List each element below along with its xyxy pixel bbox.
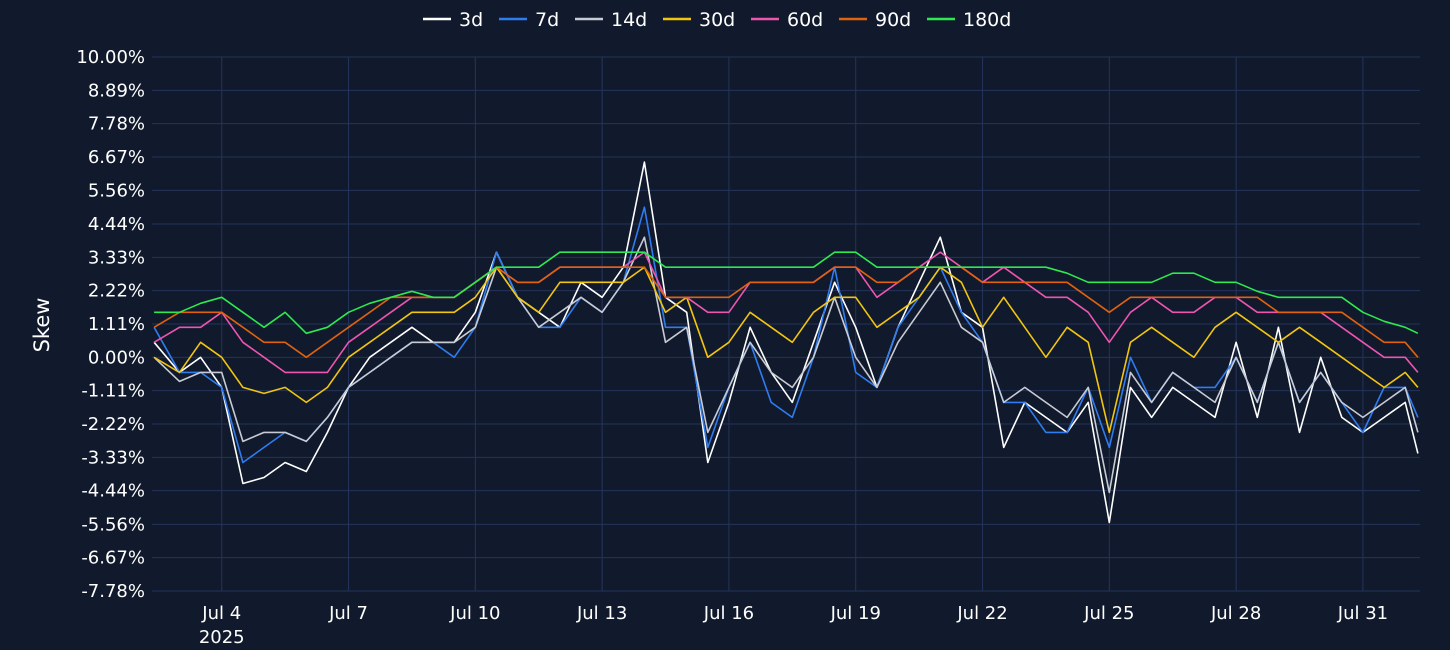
legend-item-7d[interactable]: 7d <box>499 9 559 31</box>
legend-item-3d[interactable]: 3d <box>423 9 483 31</box>
y-tick-label: -7.78% <box>81 581 145 602</box>
x-tick-label: Jul 10 <box>449 603 500 624</box>
legend-item-90d[interactable]: 90d <box>839 9 911 31</box>
x-tick-label: Jul 16 <box>703 603 754 624</box>
y-tick-label: 8.89% <box>88 80 145 101</box>
legend-label: 90d <box>875 9 911 31</box>
y-axis-ticks: 10.00% 8.89% 7.78% 6.67% 5.56% 4.44% 3.33% 2.22… <box>76 47 145 602</box>
legend-item-14d[interactable]: 14d <box>575 9 647 31</box>
legend-item-30d[interactable]: 30d <box>663 9 735 31</box>
series-lines <box>153 161 1419 524</box>
x-tick-label: Jul 25 <box>1083 603 1134 624</box>
y-tick-label: -3.33% <box>81 447 145 468</box>
y-tick-label: -1.11% <box>81 381 145 402</box>
series-line-30d <box>153 266 1419 434</box>
legend-label: 180d <box>963 9 1011 31</box>
y-tick-label: 0.00% <box>88 347 145 368</box>
x-tick-label: Jul 28 <box>1210 603 1261 624</box>
legend-label: 60d <box>787 9 823 31</box>
series-line-90d <box>153 266 1419 359</box>
x-tick-label: Jul 22 <box>956 603 1007 624</box>
y-tick-label: 7.78% <box>88 114 145 135</box>
legend-label: 3d <box>459 9 483 31</box>
y-axis-label: Skew <box>30 298 54 353</box>
y-tick-label: -4.44% <box>81 481 145 502</box>
y-tick-label: -2.22% <box>81 414 145 435</box>
legend-label: 7d <box>535 9 559 31</box>
series-line-14d <box>153 236 1419 494</box>
y-tick-label: 4.44% <box>88 214 145 235</box>
x-axis-year-label: 2025 <box>199 627 245 648</box>
x-axis-ticks: Jul 4 Jul 7 Jul 10 Jul 13 Jul 16 Jul 19 Jul 22… <box>201 603 1388 624</box>
x-tick-label: Jul 13 <box>576 603 627 624</box>
series-line-60d <box>153 251 1419 374</box>
legend-item-60d[interactable]: 60d <box>751 9 823 31</box>
x-tick-label: Jul 4 <box>201 603 241 624</box>
x-tick-label: Jul 31 <box>1337 603 1388 624</box>
y-tick-label: 6.67% <box>88 147 145 168</box>
series-line-180d <box>154 251 1419 335</box>
y-tick-label: 10.00% <box>76 47 145 68</box>
series-line-3d <box>153 161 1419 524</box>
legend-label: 30d <box>699 9 735 31</box>
y-tick-label: 5.56% <box>88 180 145 201</box>
y-tick-label: 1.11% <box>88 314 145 335</box>
y-tick-label: 3.33% <box>88 247 145 268</box>
legend-item-180d[interactable]: 180d <box>927 9 1011 31</box>
x-tick-label: Jul 19 <box>830 603 881 624</box>
gridlines <box>152 56 1420 592</box>
legend-label: 14d <box>611 9 647 31</box>
x-tick-label: Jul 7 <box>328 603 368 624</box>
y-tick-label: -6.67% <box>81 548 145 569</box>
y-tick-label: 2.22% <box>88 281 145 302</box>
y-tick-label: -5.56% <box>81 514 145 535</box>
legend[interactable]: 3d 7d 14d 30d 60d 90d 180d <box>423 9 1011 31</box>
